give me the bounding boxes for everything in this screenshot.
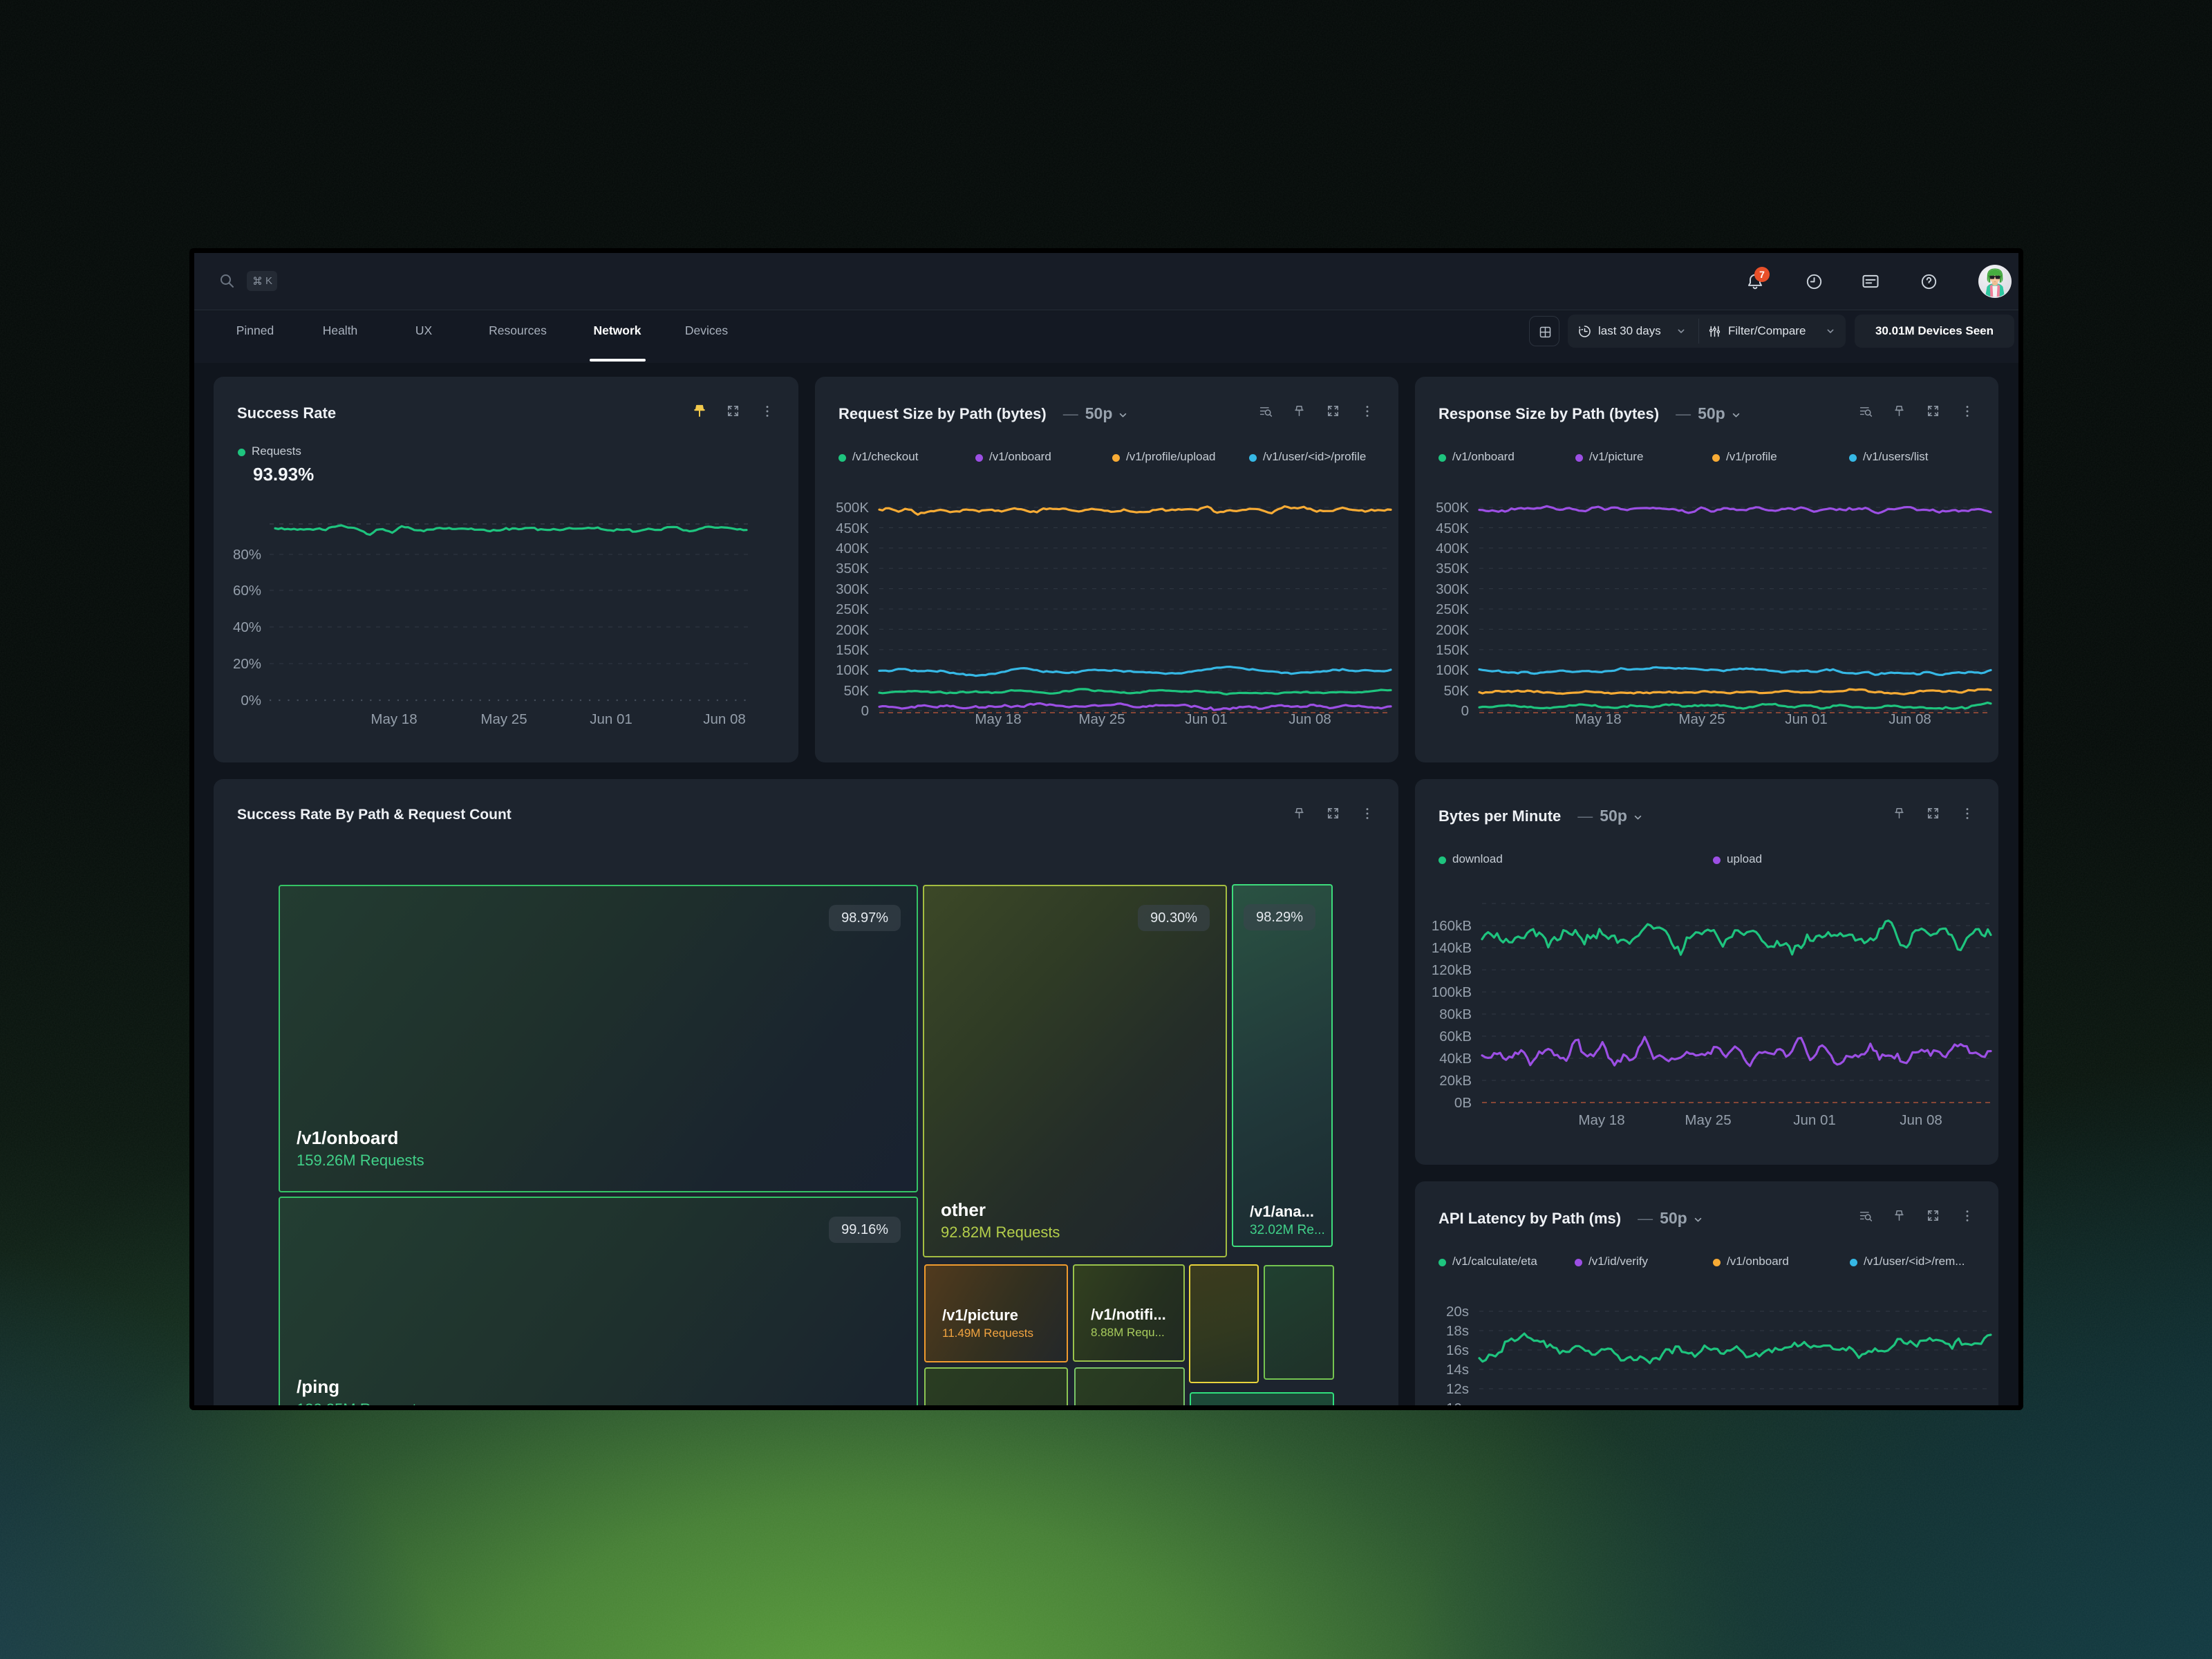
svg-text:May 18: May 18 (975, 711, 1021, 727)
svg-text:Jun 01: Jun 01 (1785, 711, 1828, 727)
svg-text:80kB: 80kB (1439, 1006, 1472, 1022)
svg-text:250K: 250K (836, 601, 869, 617)
svg-text:May 18: May 18 (1578, 1112, 1624, 1128)
svg-text:0: 0 (1461, 703, 1469, 719)
svg-text:Jun 08: Jun 08 (1288, 711, 1331, 727)
svg-text:18s: 18s (1446, 1323, 1469, 1339)
svg-text:160kB: 160kB (1432, 918, 1472, 934)
svg-text:200K: 200K (836, 622, 869, 638)
svg-text:60%: 60% (233, 583, 261, 599)
svg-text:10s: 10s (1446, 1400, 1469, 1405)
svg-text:0%: 0% (241, 693, 261, 709)
svg-text:40kB: 40kB (1439, 1051, 1472, 1067)
svg-text:20%: 20% (233, 656, 261, 672)
svg-text:20s: 20s (1446, 1304, 1469, 1320)
svg-text:100K: 100K (1436, 662, 1469, 678)
svg-text:140kB: 140kB (1432, 940, 1472, 956)
svg-text:Jun 01: Jun 01 (590, 711, 632, 727)
svg-text:May 18: May 18 (1575, 711, 1621, 727)
svg-text:200K: 200K (1436, 622, 1469, 638)
svg-text:May 18: May 18 (371, 711, 417, 727)
svg-text:May 25: May 25 (480, 711, 527, 727)
svg-text:Jun 08: Jun 08 (703, 711, 746, 727)
svg-text:400K: 400K (1436, 541, 1469, 556)
svg-text:0: 0 (861, 703, 869, 719)
svg-text:80%: 80% (233, 547, 261, 563)
svg-text:May 25: May 25 (1685, 1112, 1731, 1128)
svg-text:50K: 50K (844, 683, 870, 699)
svg-text:150K: 150K (836, 642, 869, 658)
svg-text:400K: 400K (836, 541, 869, 556)
svg-text:16s: 16s (1446, 1342, 1469, 1358)
svg-text:100K: 100K (836, 662, 869, 678)
svg-text:120kB: 120kB (1432, 962, 1472, 978)
svg-text:500K: 500K (836, 500, 869, 516)
svg-text:May 25: May 25 (1078, 711, 1125, 727)
svg-text:40%: 40% (233, 619, 261, 635)
svg-text:Jun 01: Jun 01 (1185, 711, 1228, 727)
svg-text:12s: 12s (1446, 1381, 1469, 1397)
svg-text:300K: 300K (1436, 581, 1469, 597)
svg-text:350K: 350K (1436, 561, 1469, 577)
svg-text:500K: 500K (1436, 500, 1469, 516)
svg-text:450K: 450K (836, 521, 869, 536)
svg-text:300K: 300K (836, 581, 869, 597)
svg-text:350K: 350K (836, 561, 869, 577)
svg-text:50K: 50K (1444, 683, 1470, 699)
svg-text:60kB: 60kB (1439, 1029, 1472, 1044)
svg-text:14s: 14s (1446, 1362, 1469, 1378)
svg-text:100kB: 100kB (1432, 984, 1472, 1000)
svg-text:May 25: May 25 (1678, 711, 1725, 727)
svg-text:450K: 450K (1436, 521, 1469, 536)
svg-text:Jun 01: Jun 01 (1793, 1112, 1836, 1128)
svg-text:0B: 0B (1454, 1095, 1472, 1111)
svg-text:250K: 250K (1436, 601, 1469, 617)
svg-text:Jun 08: Jun 08 (1888, 711, 1931, 727)
svg-text:20kB: 20kB (1439, 1073, 1472, 1089)
svg-text:Jun 08: Jun 08 (1900, 1112, 1942, 1128)
svg-text:150K: 150K (1436, 642, 1469, 658)
